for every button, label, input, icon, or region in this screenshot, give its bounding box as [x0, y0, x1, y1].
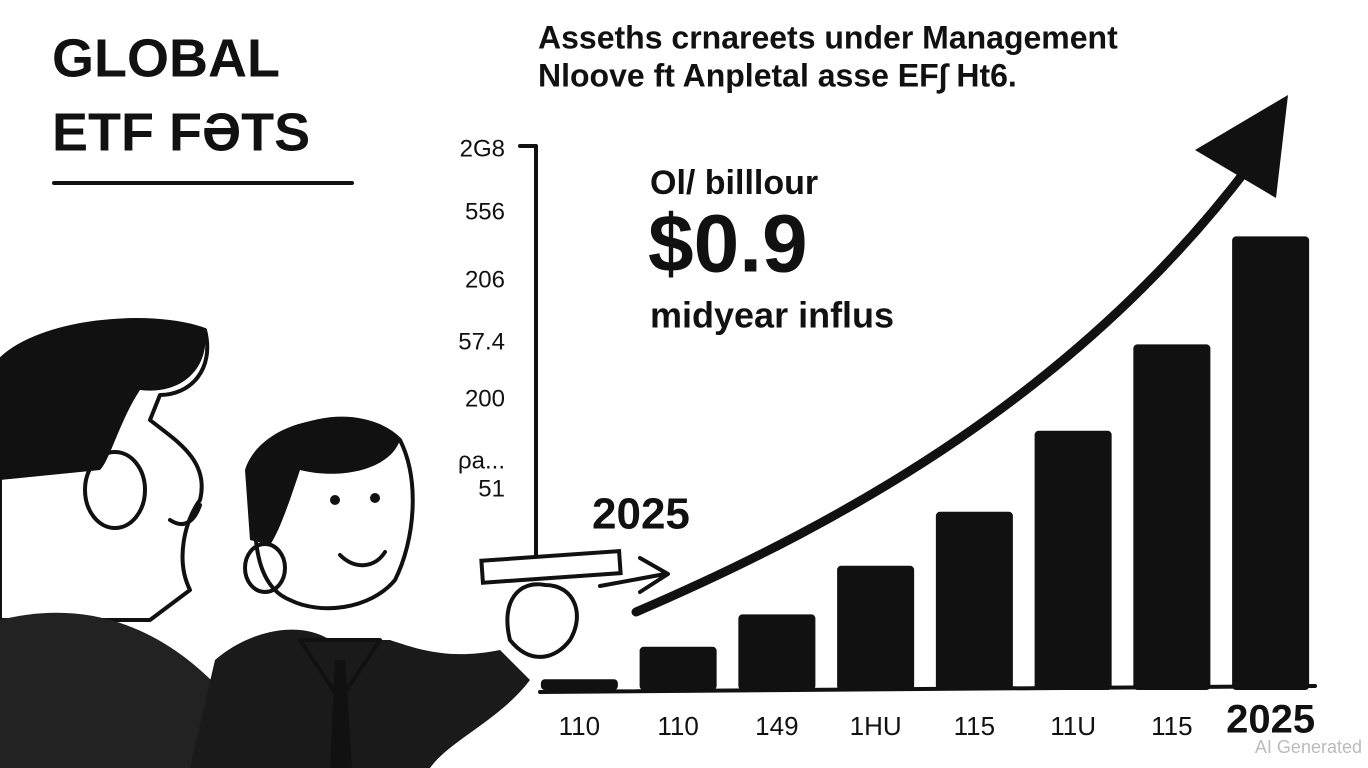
- annotation: 2025: [592, 490, 690, 539]
- x-tick-label: 110: [657, 711, 698, 741]
- bar: [935, 511, 1013, 690]
- bar: [738, 614, 816, 690]
- pointer-arrow: [598, 556, 670, 594]
- subtitle-line: Asseths crnareets under Management: [538, 19, 1118, 55]
- bar: [1133, 344, 1211, 690]
- bar: [639, 646, 717, 690]
- annotation: Ol/ billlour: [650, 164, 818, 202]
- x-tick-label: 115: [1151, 711, 1192, 741]
- bar: [837, 565, 915, 690]
- title-line: ETF FƏTS: [52, 102, 310, 162]
- x-tick-label: 1HU: [850, 711, 902, 741]
- y-axis-label: ρa...: [458, 447, 505, 474]
- annotation-big: $0.9: [648, 199, 808, 290]
- y-axis-label: 57.4: [458, 328, 505, 355]
- title-line: GLOBAL: [52, 28, 280, 88]
- y-axis-label: 556: [465, 198, 505, 225]
- bar: [1034, 430, 1112, 690]
- bar: [540, 679, 618, 690]
- x-tick-label: 11U: [1050, 711, 1096, 741]
- pointer-stick: [479, 549, 623, 585]
- x-tick-label: 149: [755, 711, 798, 741]
- annotation: midyear influs: [650, 295, 894, 336]
- trend-arrow: [631, 160, 1255, 617]
- y-axis-label: 51: [478, 475, 505, 502]
- y-axis: [518, 144, 538, 562]
- man-right: [190, 416, 579, 768]
- y-axis-label: 200: [465, 385, 505, 412]
- watermark: AI Generated: [1255, 737, 1362, 757]
- x-tick-label: 115: [954, 711, 995, 741]
- y-axis-label: 2G8: [460, 135, 505, 162]
- subtitle-line: Nloove ft Anpletal asse EF∫ Ht6.: [538, 57, 1017, 94]
- y-axis-label: 206: [465, 266, 505, 293]
- bar: [1232, 236, 1310, 690]
- arrow-head: [1195, 95, 1288, 198]
- x-tick-label: 110: [559, 711, 600, 741]
- x-tick-label: 2025: [1226, 698, 1315, 742]
- man-left: [0, 318, 250, 768]
